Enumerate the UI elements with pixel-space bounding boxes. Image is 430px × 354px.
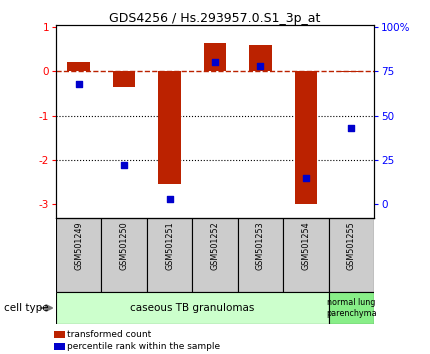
Text: percentile rank within the sample: percentile rank within the sample [67, 342, 220, 351]
Bar [56, 292, 329, 324]
Text: GDS4256 / Hs.293957.0.S1_3p_at: GDS4256 / Hs.293957.0.S1_3p_at [109, 12, 321, 25]
Text: GSM501252: GSM501252 [211, 222, 219, 270]
Text: GSM501255: GSM501255 [347, 222, 356, 270]
Point [257, 63, 264, 69]
Bar [329, 218, 374, 292]
Bar [67, 62, 90, 72]
Bar [158, 72, 181, 184]
Point [302, 175, 309, 181]
Text: GSM501250: GSM501250 [120, 222, 129, 270]
Point [75, 81, 82, 87]
Point [212, 59, 218, 65]
Text: caseous TB granulomas: caseous TB granulomas [130, 303, 255, 313]
Text: cell type: cell type [4, 303, 49, 313]
Text: GSM501254: GSM501254 [301, 222, 310, 270]
Bar [249, 45, 272, 72]
Bar [56, 218, 101, 292]
Bar [283, 218, 329, 292]
Bar [147, 218, 192, 292]
Bar [204, 42, 226, 72]
Text: GSM501249: GSM501249 [74, 222, 83, 270]
Point [166, 196, 173, 202]
Point [348, 125, 355, 131]
Bar [329, 292, 374, 324]
Bar [192, 218, 238, 292]
Bar [113, 72, 135, 87]
Text: GSM501251: GSM501251 [165, 222, 174, 270]
Bar [101, 218, 147, 292]
Bar [238, 218, 283, 292]
Text: normal lung
parenchyma: normal lung parenchyma [326, 298, 377, 318]
Text: GSM501253: GSM501253 [256, 222, 265, 270]
Text: transformed count: transformed count [67, 330, 151, 339]
Bar [295, 72, 317, 204]
Point [121, 162, 128, 168]
